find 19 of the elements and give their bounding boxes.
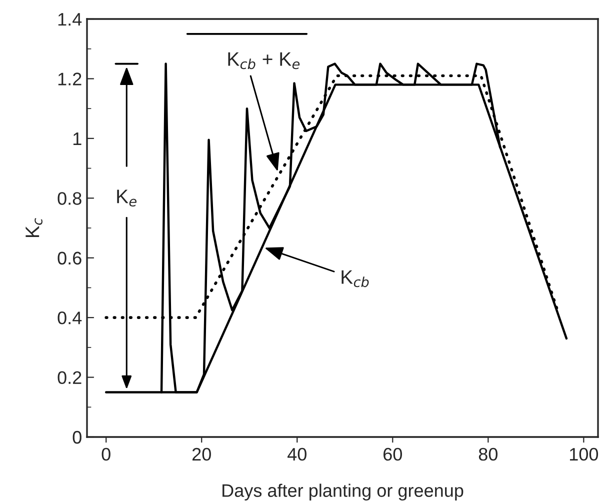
x-axis-title: Days after planting or greenup	[222, 484, 464, 501]
x-tick-label: 100	[570, 448, 598, 461]
annotation: K$_{e}$	[117, 190, 136, 207]
y-tick-label: 1.2	[58, 72, 82, 86]
y-axis-title: K$_{c}$	[26, 218, 42, 237]
y-tick-label: 0.4	[58, 312, 82, 324]
y-tick-label: 1.4	[58, 13, 82, 26]
x-tick-label: 40	[288, 448, 306, 461]
y-tick-label: 0.6	[58, 252, 82, 265]
x-tick-label: 60	[384, 448, 402, 461]
annotation: K$_{cb}$	[342, 270, 369, 288]
y-tick-label: 1	[73, 132, 82, 145]
y-tick-label: 0	[72, 430, 82, 444]
y-tick-label: 0.2	[58, 371, 82, 384]
annotation: K$_{cb}$ + K$_{e}$	[228, 52, 300, 70]
x-tick-label: 20	[192, 448, 211, 461]
x-tick-label: 80	[478, 448, 498, 461]
x-tick-label: 0	[102, 448, 110, 461]
y-tick-label: 0.8	[58, 192, 82, 205]
